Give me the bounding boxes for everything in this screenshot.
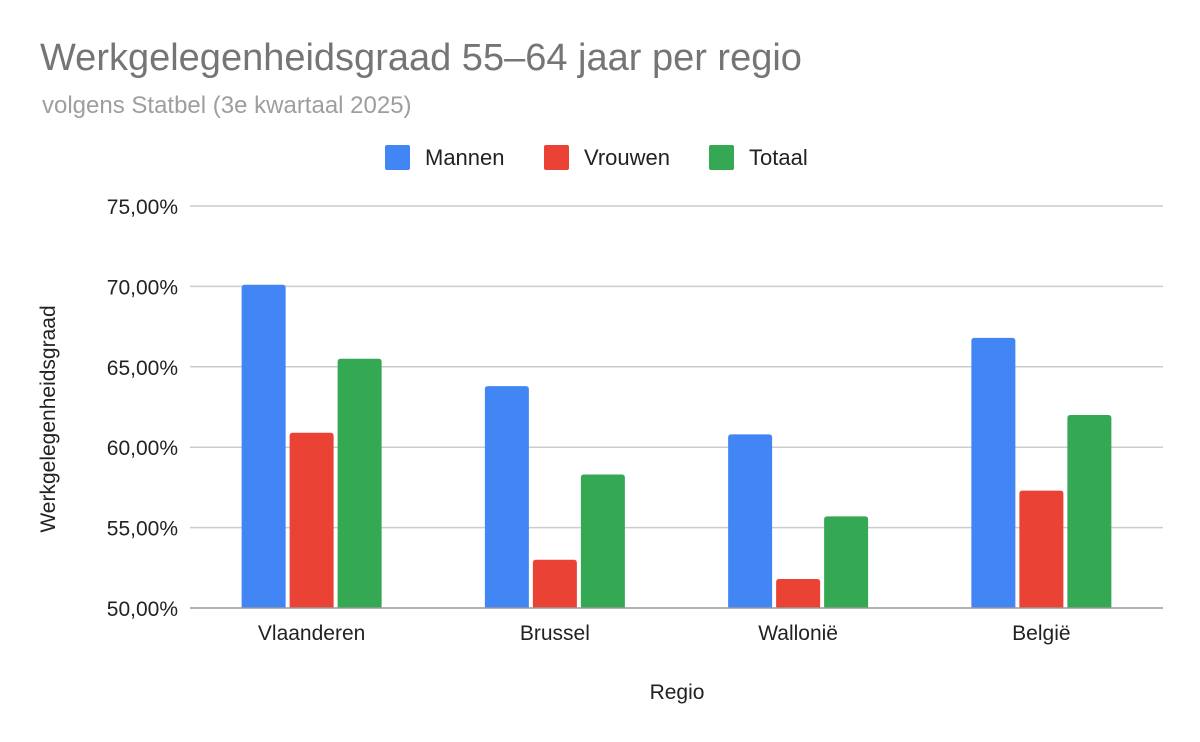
x-axis-tick-labels: Vlaanderen Brussel Wallonië België	[258, 622, 1071, 645]
bar-mannen-brussel	[484, 386, 529, 608]
legend-label-mannen: Mannen	[425, 145, 505, 170]
legend: Mannen Vrouwen Totaal	[385, 145, 808, 170]
y-tick-label: 50,00%	[107, 598, 178, 621]
legend-label-totaal: Totaal	[749, 145, 808, 170]
x-axis-title: Regio	[650, 681, 705, 704]
x-tick-label: Brussel	[520, 622, 590, 645]
legend-label-vrouwen: Vrouwen	[584, 145, 670, 170]
bar-mannen-wallonië	[728, 434, 773, 608]
legend-swatch-vrouwen	[544, 145, 569, 170]
x-tick-label: Wallonië	[758, 622, 838, 645]
y-axis-tick-labels: 50,00% 55,00% 60,00% 65,00% 70,00% 75,00%	[107, 196, 178, 621]
bar-totaal-wallonië	[824, 516, 869, 608]
y-tick-label: 55,00%	[107, 518, 178, 541]
y-axis-title: Werkgelegenheidsgraad	[37, 305, 60, 532]
chart-title: Werkgelegenheidsgraad 55–64 jaar per reg…	[40, 37, 802, 79]
bar-vrouwen-wallonië	[776, 579, 821, 608]
bar-vrouwen-vlaanderen	[289, 432, 334, 608]
y-tick-label: 60,00%	[107, 437, 178, 460]
bar-mannen-vlaanderen	[241, 284, 286, 608]
bars	[241, 284, 1112, 608]
chart-subtitle: volgens Statbel (3e kwartaal 2025)	[42, 92, 412, 119]
legend-swatch-totaal	[709, 145, 734, 170]
y-tick-label: 75,00%	[107, 196, 178, 219]
bar-totaal-belgië	[1067, 415, 1112, 608]
x-tick-label: Vlaanderen	[258, 622, 365, 645]
bar-totaal-vlaanderen	[337, 358, 382, 608]
x-tick-label: België	[1012, 622, 1070, 645]
legend-swatch-mannen	[385, 145, 410, 170]
bar-totaal-brussel	[580, 474, 625, 608]
bar-vrouwen-belgië	[1019, 490, 1064, 608]
bar-mannen-belgië	[971, 337, 1016, 608]
y-tick-label: 70,00%	[107, 276, 178, 299]
y-tick-label: 65,00%	[107, 357, 178, 380]
bar-vrouwen-brussel	[532, 559, 577, 608]
gridlines	[190, 205, 1163, 529]
